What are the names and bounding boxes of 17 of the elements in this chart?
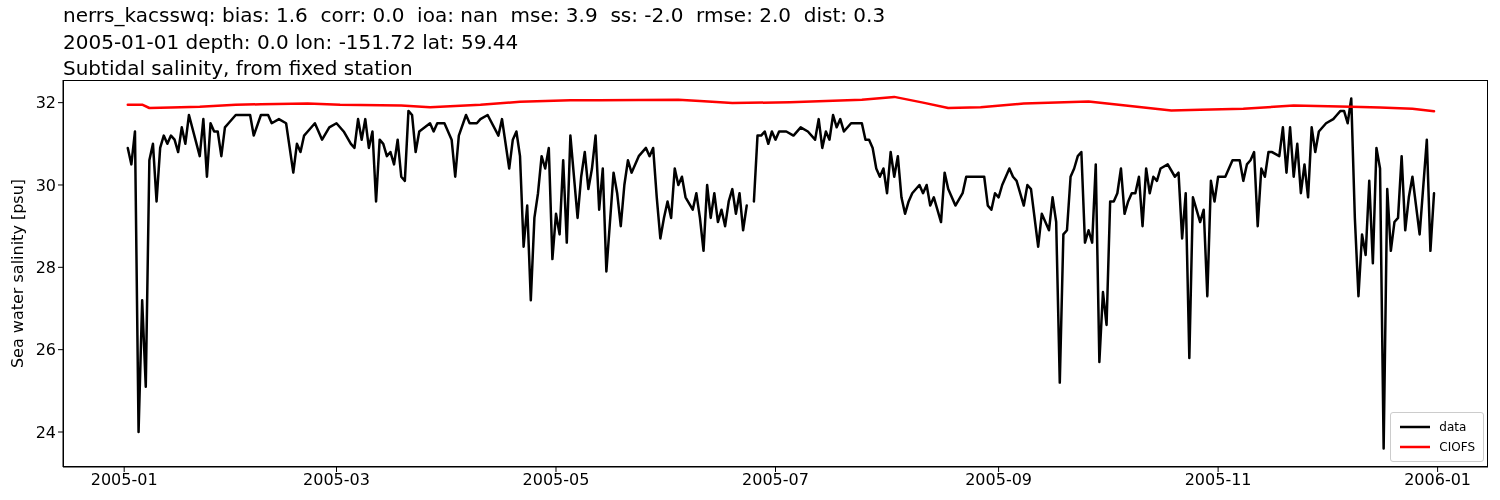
- x-tick-label: 2005-07: [742, 470, 809, 490]
- chart-title: nerrs_kacsswq: bias: 1.6 corr: 0.0 ioa: nan mse: 3.9 ss: -2.0 rmse: 2.0 dist: 0.3 2005-01-01 depth: 0.0 lon: -151.72 lat: 59.44 Subtidal salinity, from fixed station: [63, 2, 886, 82]
- line-series: [126, 95, 1436, 113]
- x-tick-label: 2005-03: [303, 470, 370, 490]
- legend-label: data: [1439, 420, 1467, 434]
- x-tick-label: 2005-11: [1184, 470, 1252, 490]
- y-tick-label: 32: [35, 93, 56, 113]
- legend-label: CIOFS: [1439, 440, 1475, 454]
- x-tick-label: 2005-01: [90, 470, 158, 490]
- x-tick-label: 2005-05: [522, 470, 590, 490]
- x-tick-label: 2006-01: [1404, 470, 1472, 490]
- x-tick-label: 2005-09: [965, 470, 1033, 490]
- y-tick-label: 26: [35, 340, 56, 360]
- y-axis-title: Sea water salinity [psu]: [7, 178, 27, 369]
- y-tick-label: 30: [35, 175, 56, 195]
- y-tick-label: 28: [35, 258, 56, 277]
- y-tick-label: 24: [35, 422, 56, 442]
